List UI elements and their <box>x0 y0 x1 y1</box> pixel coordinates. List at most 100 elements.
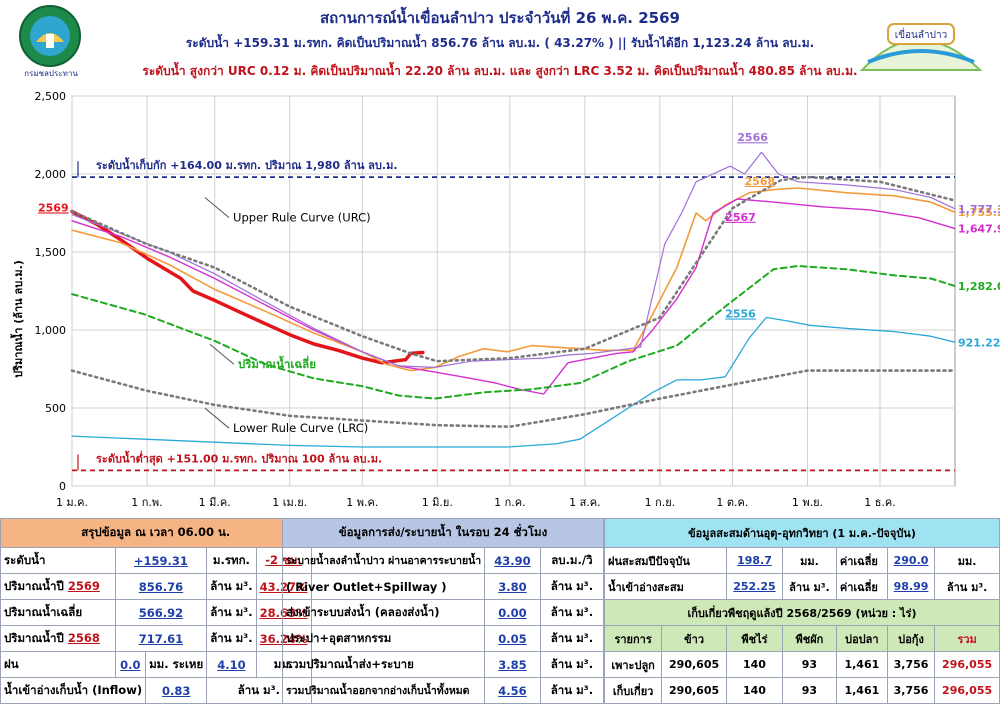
series-end-value: 1,282.06 <box>958 280 1000 293</box>
table-row: ปริมาณน้ำปี 2569 856.76 ล้าน ม³. 43.27% <box>1 574 312 600</box>
release-value: 3.80 <box>485 574 541 600</box>
summary-unit: ล้าน ม³. <box>207 626 256 652</box>
table-row: ปริมาณน้ำปี 2568 717.61 ล้าน ม³. 36.24% <box>1 626 312 652</box>
harvest-col: บ่อปลา <box>836 626 887 652</box>
logo-right-text: เขื่อนลำปาว <box>895 27 947 41</box>
harvest-col: รวม <box>935 626 1000 652</box>
summary-value: 566.92 <box>115 600 207 626</box>
accum-avg-unit: มม. <box>935 548 1000 574</box>
harvest-cell: 290,605 <box>662 678 727 704</box>
reference-label: ระดับน้ำต่ำสุด +151.00 ม.รทก. ปริมาณ 100… <box>96 450 382 466</box>
x-tick-label: 1 มิ.ย. <box>422 496 453 509</box>
release-value: 3.85 <box>485 652 541 678</box>
x-tick-label: 1 พ.ย. <box>792 496 823 509</box>
chart-annotation: Upper Rule Curve (URC) <box>233 211 371 225</box>
summary-table: สรุปข้อมูล ณ เวลา 06.00 น. ระดับน้ำ +159… <box>0 518 312 704</box>
harvest-cell: 140 <box>726 678 782 704</box>
release-header: ข้อมูลการส่ง/ระบายน้ำ ในรอบ 24 ชั่วโมง <box>283 519 604 548</box>
accum-avg-label: ค่าเฉลี่ย <box>836 574 887 600</box>
accum-harvest-table: ข้อมูลสะสมด้านอุตุ-อุทกวิทยา (1 ม.ค.-ปัจ… <box>604 518 1000 704</box>
release-label: รวมปริมาณน้ำออกจากอ่างเก็บน้ำทั้งหมด <box>283 678 485 704</box>
accum-avg-unit: ล้าน ม³. <box>935 574 1000 600</box>
y-tick-label: 1,000 <box>35 324 67 337</box>
page-header: กรมชลประทาน สถานการณ์น้ำเขื่อนลำปาว ประจ… <box>0 0 1000 84</box>
release-label: รวมปริมาณน้ำส่ง+ระบาย <box>283 652 485 678</box>
harvest-cell: 3,756 <box>887 652 934 678</box>
summary-value: 717.61 <box>115 626 207 652</box>
dam-logo-icon: เขื่อนลำปาว <box>858 10 984 76</box>
accum-avg-label: ค่าเฉลี่ย <box>836 548 887 574</box>
x-tick-label: 1 ม.ค. <box>56 496 88 509</box>
harvest-columns: รายการ ข้าว พืชไร่ พืชผัก บ่อปลา บ่อกุ้ง… <box>605 626 1000 652</box>
table-row: เก็บเกี่ยว 290,605 140 93 1,461 3,756 29… <box>605 678 1000 704</box>
table-row: ฝนสะสมปีปัจจุบัน 198.7 มม. ค่าเฉลี่ย 290… <box>605 548 1000 574</box>
series-label: 2556 <box>725 308 756 321</box>
chart-annotation: Lower Rule Curve (LRC) <box>233 421 368 435</box>
accum-header: ข้อมูลสะสมด้านอุตุ-อุทกวิทยา (1 ม.ค.-ปัจ… <box>605 519 1000 548</box>
harvest-col: พืชผัก <box>783 626 837 652</box>
release-unit: ล้าน ม³. <box>540 678 603 704</box>
harvest-cell: เก็บเกี่ยว <box>605 678 662 704</box>
summary-unit: ล้าน ม³. <box>207 600 256 626</box>
release-label: ส่งเข้าระบบส่งน้ำ (คลองส่งน้ำ) <box>283 600 485 626</box>
series-end-value: 1,647.93 <box>958 223 1000 236</box>
summary-header: สรุปข้อมูล ณ เวลา 06.00 น. <box>1 519 312 548</box>
summary-value: 0.0 <box>115 652 146 678</box>
harvest-cell: 296,055 <box>935 652 1000 678</box>
accum-label: น้ำเข้าอ่างสะสม <box>605 574 727 600</box>
harvest-cell: 290,605 <box>662 652 727 678</box>
x-tick-label: 1 ก.ย. <box>645 496 676 509</box>
x-tick-label: 1 พ.ค. <box>346 496 378 509</box>
y-tick-label: 500 <box>45 402 66 415</box>
series-label: 2568 <box>745 175 776 188</box>
harvest-col: ข้าว <box>662 626 727 652</box>
summary-extra: 4.10 <box>207 652 256 678</box>
y-tick-label: 2,500 <box>35 90 67 103</box>
harvest-col: รายการ <box>605 626 662 652</box>
x-tick-label: 1 ก.พ. <box>131 496 162 509</box>
table-row: เพาะปลูก 290,605 140 93 1,461 3,756 296,… <box>605 652 1000 678</box>
release-label: ระบายน้ำลงลำน้ำปาว ผ่านอาคารระบายน้ำ <box>283 548 485 574</box>
y-tick-label: 1,500 <box>35 246 67 259</box>
summary-value: 856.76 <box>115 574 207 600</box>
summary-unit: ม.รทก. <box>207 548 256 574</box>
series-label: 2569 <box>38 201 69 214</box>
release-unit: ล้าน ม³. <box>540 600 603 626</box>
harvest-col: พืชไร่ <box>726 626 782 652</box>
release-value: 0.05 <box>485 626 541 652</box>
harvest-cell: 140 <box>726 652 782 678</box>
summary-year: 2568 <box>68 631 100 645</box>
header-rule-curve-line: ระดับน้ำ สูงกว่า URC 0.12 ม. คิดเป็นปริม… <box>0 62 1000 81</box>
summary-label: น้ำเข้าอ่างเก็บน้ำ (Inflow) <box>1 678 146 704</box>
table-row: น้ำเข้าอ่างสะสม 252.25 ล้าน ม³. ค่าเฉลี่… <box>605 574 1000 600</box>
harvest-header: เก็บเกี่ยวพืชฤดูแล้งปี 2568/2569 (หน่วย … <box>605 600 1000 626</box>
summary-value: +159.31 <box>115 548 207 574</box>
summary-label: ปริมาณน้ำเฉลี่ย <box>1 600 116 626</box>
harvest-cell: 1,461 <box>836 652 887 678</box>
page-title: สถานการณ์น้ำเขื่อนลำปาว ประจำวันที่ 26 พ… <box>0 6 1000 30</box>
summary-unit: มม. ระเหย <box>146 652 207 678</box>
accum-unit: มม. <box>783 548 837 574</box>
x-tick-label: 1 ก.ค. <box>494 496 526 509</box>
accum-value: 252.25 <box>726 574 782 600</box>
x-tick-label: 1 เม.ย. <box>272 496 307 509</box>
summary-label: ระดับน้ำ <box>1 548 116 574</box>
y-tick-label: 2,000 <box>35 168 67 181</box>
harvest-cell: 1,461 <box>836 678 887 704</box>
harvest-col: บ่อกุ้ง <box>887 626 934 652</box>
summary-label: ปริมาณน้ำปี <box>4 631 64 645</box>
reference-label: ระดับน้ำเก็บกัก +164.00 ม.รทก. ปริมาณ 1,… <box>96 157 398 172</box>
accum-label: ฝนสะสมปีปัจจุบัน <box>605 548 727 574</box>
accum-avg-value: 98.99 <box>887 574 934 600</box>
summary-value: 0.83 <box>146 678 207 704</box>
table-row: น้ำเข้าอ่างเก็บน้ำ (Inflow) 0.83 ล้าน ม³… <box>1 678 312 704</box>
harvest-cell: 296,055 <box>935 678 1000 704</box>
harvest-cell: 93 <box>783 652 837 678</box>
y-tick-label: 0 <box>59 480 66 493</box>
